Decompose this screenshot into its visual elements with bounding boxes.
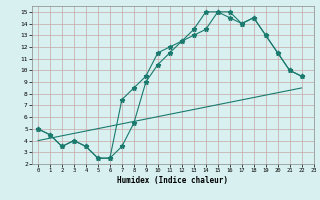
X-axis label: Humidex (Indice chaleur): Humidex (Indice chaleur) — [117, 176, 228, 185]
